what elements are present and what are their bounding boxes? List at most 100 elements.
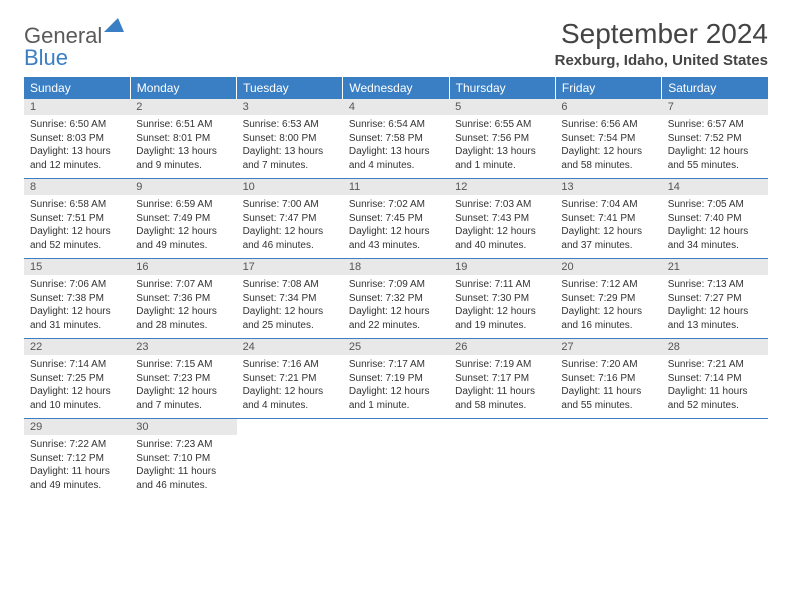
day-content: Sunrise: 7:08 AMSunset: 7:34 PMDaylight:… bbox=[237, 275, 343, 338]
calendar-day-cell: 16Sunrise: 7:07 AMSunset: 7:36 PMDayligh… bbox=[130, 259, 236, 339]
day-number: 20 bbox=[555, 259, 661, 275]
calendar-week-row: 22Sunrise: 7:14 AMSunset: 7:25 PMDayligh… bbox=[24, 339, 768, 419]
day-content: Sunrise: 6:51 AMSunset: 8:01 PMDaylight:… bbox=[130, 115, 236, 178]
calendar-day-cell bbox=[237, 419, 343, 499]
calendar-day-cell: 4Sunrise: 6:54 AMSunset: 7:58 PMDaylight… bbox=[343, 99, 449, 179]
calendar-day-cell: 3Sunrise: 6:53 AMSunset: 8:00 PMDaylight… bbox=[237, 99, 343, 179]
day-number: 18 bbox=[343, 259, 449, 275]
calendar-day-cell: 5Sunrise: 6:55 AMSunset: 7:56 PMDaylight… bbox=[449, 99, 555, 179]
calendar-day-cell bbox=[449, 419, 555, 499]
day-number: 21 bbox=[662, 259, 768, 275]
calendar-week-row: 8Sunrise: 6:58 AMSunset: 7:51 PMDaylight… bbox=[24, 179, 768, 259]
day-number: 9 bbox=[130, 179, 236, 195]
day-content: Sunrise: 6:50 AMSunset: 8:03 PMDaylight:… bbox=[24, 115, 130, 178]
day-number: 1 bbox=[24, 99, 130, 115]
day-content: Sunrise: 7:23 AMSunset: 7:10 PMDaylight:… bbox=[130, 435, 236, 498]
calendar-day-cell: 27Sunrise: 7:20 AMSunset: 7:16 PMDayligh… bbox=[555, 339, 661, 419]
day-content: Sunrise: 7:02 AMSunset: 7:45 PMDaylight:… bbox=[343, 195, 449, 258]
calendar-day-cell: 19Sunrise: 7:11 AMSunset: 7:30 PMDayligh… bbox=[449, 259, 555, 339]
calendar-day-cell: 7Sunrise: 6:57 AMSunset: 7:52 PMDaylight… bbox=[662, 99, 768, 179]
day-content: Sunrise: 7:20 AMSunset: 7:16 PMDaylight:… bbox=[555, 355, 661, 418]
weekday-header: Tuesday bbox=[237, 77, 343, 99]
calendar-day-cell: 17Sunrise: 7:08 AMSunset: 7:34 PMDayligh… bbox=[237, 259, 343, 339]
calendar-day-cell bbox=[662, 419, 768, 499]
calendar-day-cell: 10Sunrise: 7:00 AMSunset: 7:47 PMDayligh… bbox=[237, 179, 343, 259]
day-content: Sunrise: 7:00 AMSunset: 7:47 PMDaylight:… bbox=[237, 195, 343, 258]
day-number: 22 bbox=[24, 339, 130, 355]
day-content: Sunrise: 6:54 AMSunset: 7:58 PMDaylight:… bbox=[343, 115, 449, 178]
calendar-day-cell: 20Sunrise: 7:12 AMSunset: 7:29 PMDayligh… bbox=[555, 259, 661, 339]
calendar-day-cell: 30Sunrise: 7:23 AMSunset: 7:10 PMDayligh… bbox=[130, 419, 236, 499]
calendar-body: 1Sunrise: 6:50 AMSunset: 8:03 PMDaylight… bbox=[24, 99, 768, 498]
day-number: 23 bbox=[130, 339, 236, 355]
calendar-day-cell: 26Sunrise: 7:19 AMSunset: 7:17 PMDayligh… bbox=[449, 339, 555, 419]
day-content: Sunrise: 7:19 AMSunset: 7:17 PMDaylight:… bbox=[449, 355, 555, 418]
calendar-day-cell: 15Sunrise: 7:06 AMSunset: 7:38 PMDayligh… bbox=[24, 259, 130, 339]
day-number: 4 bbox=[343, 99, 449, 115]
day-content: Sunrise: 7:15 AMSunset: 7:23 PMDaylight:… bbox=[130, 355, 236, 418]
day-number: 25 bbox=[343, 339, 449, 355]
calendar-day-cell: 1Sunrise: 6:50 AMSunset: 8:03 PMDaylight… bbox=[24, 99, 130, 179]
day-number: 6 bbox=[555, 99, 661, 115]
calendar-day-cell: 18Sunrise: 7:09 AMSunset: 7:32 PMDayligh… bbox=[343, 259, 449, 339]
calendar-week-row: 1Sunrise: 6:50 AMSunset: 8:03 PMDaylight… bbox=[24, 99, 768, 179]
day-content: Sunrise: 7:09 AMSunset: 7:32 PMDaylight:… bbox=[343, 275, 449, 338]
calendar-day-cell: 14Sunrise: 7:05 AMSunset: 7:40 PMDayligh… bbox=[662, 179, 768, 259]
calendar-week-row: 15Sunrise: 7:06 AMSunset: 7:38 PMDayligh… bbox=[24, 259, 768, 339]
calendar-day-cell bbox=[555, 419, 661, 499]
month-title: September 2024 bbox=[555, 18, 768, 50]
weekday-header: Friday bbox=[555, 77, 661, 99]
day-content: Sunrise: 7:13 AMSunset: 7:27 PMDaylight:… bbox=[662, 275, 768, 338]
weekday-header-row: SundayMondayTuesdayWednesdayThursdayFrid… bbox=[24, 77, 768, 99]
day-number: 14 bbox=[662, 179, 768, 195]
day-number: 11 bbox=[343, 179, 449, 195]
day-content: Sunrise: 6:58 AMSunset: 7:51 PMDaylight:… bbox=[24, 195, 130, 258]
day-content: Sunrise: 7:14 AMSunset: 7:25 PMDaylight:… bbox=[24, 355, 130, 418]
calendar-day-cell: 21Sunrise: 7:13 AMSunset: 7:27 PMDayligh… bbox=[662, 259, 768, 339]
day-content: Sunrise: 7:22 AMSunset: 7:12 PMDaylight:… bbox=[24, 435, 130, 498]
calendar-day-cell: 25Sunrise: 7:17 AMSunset: 7:19 PMDayligh… bbox=[343, 339, 449, 419]
calendar-day-cell: 24Sunrise: 7:16 AMSunset: 7:21 PMDayligh… bbox=[237, 339, 343, 419]
weekday-header: Thursday bbox=[449, 77, 555, 99]
calendar-day-cell: 11Sunrise: 7:02 AMSunset: 7:45 PMDayligh… bbox=[343, 179, 449, 259]
day-number: 30 bbox=[130, 419, 236, 435]
day-content: Sunrise: 6:57 AMSunset: 7:52 PMDaylight:… bbox=[662, 115, 768, 178]
day-content: Sunrise: 7:05 AMSunset: 7:40 PMDaylight:… bbox=[662, 195, 768, 258]
calendar-day-cell: 2Sunrise: 6:51 AMSunset: 8:01 PMDaylight… bbox=[130, 99, 236, 179]
location: Rexburg, Idaho, United States bbox=[555, 52, 768, 69]
day-number: 7 bbox=[662, 99, 768, 115]
weekday-header: Monday bbox=[130, 77, 236, 99]
day-content: Sunrise: 6:55 AMSunset: 7:56 PMDaylight:… bbox=[449, 115, 555, 178]
day-content: Sunrise: 7:17 AMSunset: 7:19 PMDaylight:… bbox=[343, 355, 449, 418]
day-number: 10 bbox=[237, 179, 343, 195]
day-content: Sunrise: 7:21 AMSunset: 7:14 PMDaylight:… bbox=[662, 355, 768, 418]
day-number: 12 bbox=[449, 179, 555, 195]
day-number: 13 bbox=[555, 179, 661, 195]
calendar-day-cell: 23Sunrise: 7:15 AMSunset: 7:23 PMDayligh… bbox=[130, 339, 236, 419]
header: General Blue September 2024 Rexburg, Ida… bbox=[24, 18, 768, 69]
day-content: Sunrise: 6:59 AMSunset: 7:49 PMDaylight:… bbox=[130, 195, 236, 258]
calendar-day-cell bbox=[343, 419, 449, 499]
day-number: 28 bbox=[662, 339, 768, 355]
title-block: September 2024 Rexburg, Idaho, United St… bbox=[555, 18, 768, 69]
weekday-header: Saturday bbox=[662, 77, 768, 99]
day-number: 19 bbox=[449, 259, 555, 275]
day-content: Sunrise: 7:04 AMSunset: 7:41 PMDaylight:… bbox=[555, 195, 661, 258]
day-content: Sunrise: 6:56 AMSunset: 7:54 PMDaylight:… bbox=[555, 115, 661, 178]
day-number: 8 bbox=[24, 179, 130, 195]
day-content: Sunrise: 7:11 AMSunset: 7:30 PMDaylight:… bbox=[449, 275, 555, 338]
weekday-header: Wednesday bbox=[343, 77, 449, 99]
day-number: 17 bbox=[237, 259, 343, 275]
day-number: 24 bbox=[237, 339, 343, 355]
calendar-day-cell: 6Sunrise: 6:56 AMSunset: 7:54 PMDaylight… bbox=[555, 99, 661, 179]
calendar-day-cell: 9Sunrise: 6:59 AMSunset: 7:49 PMDaylight… bbox=[130, 179, 236, 259]
logo: General Blue bbox=[24, 18, 124, 69]
calendar-day-cell: 29Sunrise: 7:22 AMSunset: 7:12 PMDayligh… bbox=[24, 419, 130, 499]
logo-sail-icon bbox=[104, 18, 124, 32]
logo-text-blue: Blue bbox=[24, 45, 68, 70]
calendar-week-row: 29Sunrise: 7:22 AMSunset: 7:12 PMDayligh… bbox=[24, 419, 768, 499]
weekday-header: Sunday bbox=[24, 77, 130, 99]
calendar-day-cell: 12Sunrise: 7:03 AMSunset: 7:43 PMDayligh… bbox=[449, 179, 555, 259]
day-number: 2 bbox=[130, 99, 236, 115]
calendar-day-cell: 13Sunrise: 7:04 AMSunset: 7:41 PMDayligh… bbox=[555, 179, 661, 259]
